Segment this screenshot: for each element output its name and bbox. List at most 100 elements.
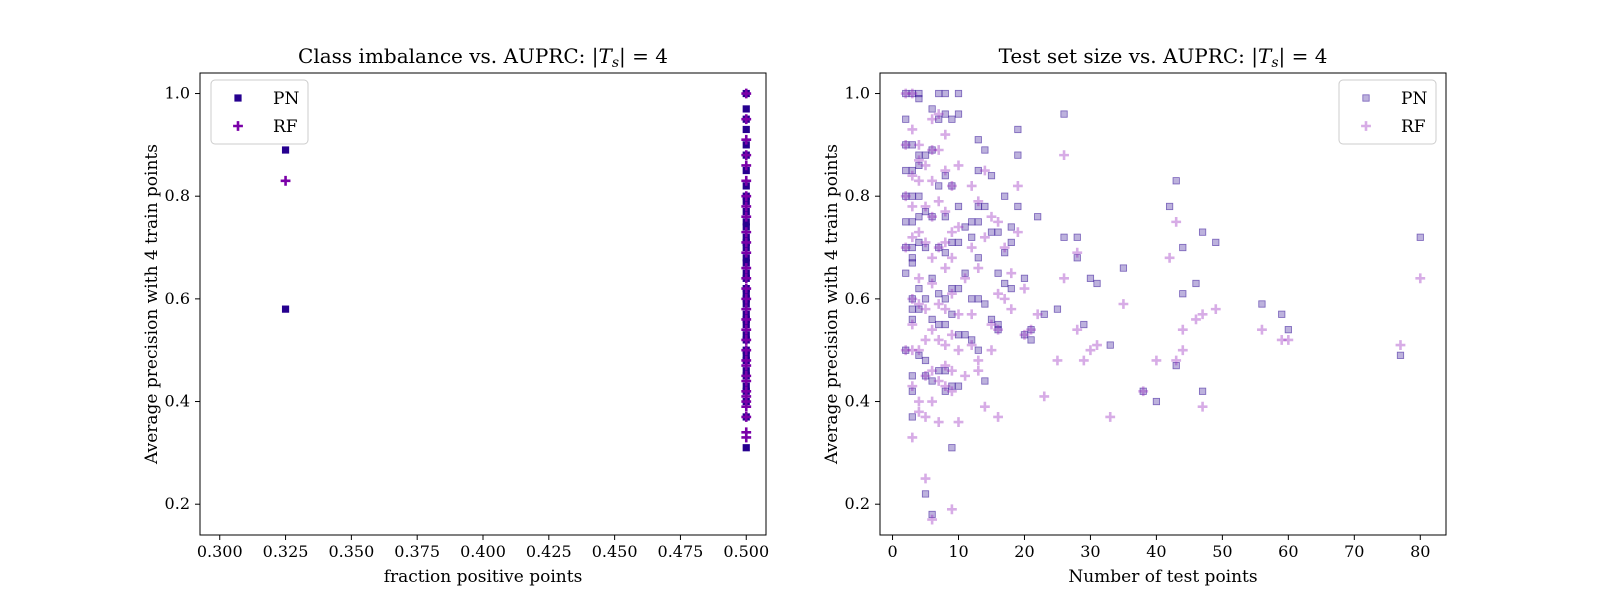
right-rf-point: [933, 335, 944, 345]
right-rf-point: [1197, 401, 1208, 412]
right-pn-point: [902, 218, 910, 226]
right-pn-point: [1073, 233, 1081, 241]
left-legend-label-rf: RF: [273, 117, 298, 137]
right-rf-point: [900, 191, 911, 202]
right-pn-point: [941, 295, 949, 303]
right-pn-point: [915, 213, 923, 221]
right-pn-point: [928, 146, 936, 154]
right-rf-point: [953, 417, 964, 427]
right-rf-point: [907, 170, 918, 181]
right-pn-point: [915, 284, 923, 293]
right-pn-point: [1014, 125, 1022, 134]
left-y-tick-label: 0.6: [165, 289, 190, 308]
right-rf-point: [986, 345, 997, 356]
right-pn-point: [1020, 274, 1029, 282]
right-pn-point: [921, 295, 930, 303]
right-rf-point: [907, 319, 918, 330]
right-rf-point: [940, 304, 951, 315]
right-plot-frame: [879, 72, 1447, 536]
right-legend-box: [1338, 79, 1437, 145]
right-pn-point: [908, 413, 916, 421]
left-x-tick-label: 0.400: [460, 542, 506, 561]
right-rf-point: [920, 412, 931, 422]
right-legend-marker-rf: [1361, 121, 1371, 131]
right-rf-point: [1012, 227, 1023, 238]
right-rf-point: [1072, 324, 1083, 335]
right-rf-point: [1072, 247, 1083, 258]
right-y-tick-label: 0.4: [845, 392, 870, 411]
title-math-rest: | = 4: [619, 44, 668, 69]
right-rf-point: [1197, 309, 1208, 320]
right-rf-point: [960, 273, 970, 284]
title-math-rest: | = 4: [1279, 44, 1328, 69]
right-rf-point: [953, 345, 964, 356]
right-rf-point: [1177, 324, 1188, 335]
right-rf-point: [953, 160, 964, 171]
left-legend-marker-rf: [233, 121, 243, 131]
left-legend-label-pn: PN: [273, 89, 299, 109]
right-chart-title: Test set size vs. AUPRC: |Ts| = 4: [999, 44, 1328, 71]
right-rf-point: [940, 237, 951, 248]
right-pn-point: [1165, 202, 1174, 211]
right-pn-point: [921, 356, 930, 365]
right-rf-point: [1257, 324, 1267, 335]
right-rf-point: [993, 324, 1003, 335]
right-pn-point: [981, 146, 989, 154]
right-pn-point: [974, 254, 982, 262]
right-rf-point: [907, 124, 918, 135]
right-rf-point: [933, 417, 944, 427]
right-pn-point: [941, 89, 949, 98]
right-rf-point: [986, 319, 997, 330]
right-pn-point: [935, 89, 943, 98]
right-rf-point: [1415, 273, 1426, 284]
right-rf-point: [953, 222, 964, 232]
right-pn-point: [1001, 279, 1009, 288]
left-y-tick-label: 0.2: [165, 494, 190, 513]
right-rf-point: [1138, 386, 1149, 397]
right-pn-point: [994, 326, 1002, 334]
right-pn-point: [915, 305, 923, 313]
right-pn-point: [1172, 177, 1180, 185]
right-pn-point: [908, 166, 916, 175]
right-pn-point: [1396, 351, 1405, 359]
right-rf-point: [993, 216, 1003, 227]
right-rf-point: [927, 324, 938, 335]
right-rf-point: [940, 381, 951, 392]
right-rf-point: [947, 252, 957, 263]
right-rf-point: [947, 181, 957, 191]
left-pn-point: [281, 146, 290, 154]
right-pn-point: [974, 166, 982, 175]
left-rf-point: [741, 412, 752, 422]
right-rf-point: [1032, 309, 1043, 320]
right-rf-point: [1177, 345, 1188, 356]
left-rf-point: [741, 114, 752, 125]
right-pn-point: [1278, 310, 1286, 318]
right-pn-point: [908, 372, 916, 380]
right-pn-point: [1020, 331, 1029, 339]
right-pn-point: [1007, 238, 1015, 246]
left-rf-point: [741, 160, 752, 171]
right-rf-point: [920, 201, 931, 212]
right-pn-point: [987, 315, 996, 324]
left-legend: PN RF: [210, 79, 309, 145]
right-x-tick-label: 10: [948, 542, 968, 561]
left-pn-point: [742, 444, 750, 452]
right-pn-point: [1139, 387, 1147, 395]
right-rf-point: [973, 196, 984, 207]
right-rf-point: [933, 109, 944, 119]
right-rf-point: [1078, 355, 1089, 366]
right-rf-point: [927, 278, 938, 289]
right-rf-point: [1118, 299, 1129, 309]
left-rf-point: [741, 237, 752, 248]
right-rf-point: [999, 293, 1010, 304]
left-rf-point: [741, 376, 752, 386]
right-pn-point: [974, 346, 982, 354]
right-rf-point: [966, 340, 977, 350]
left-x-tick-label: 0.300: [197, 542, 243, 561]
right-x-tick-label: 80: [1410, 542, 1430, 561]
right-rf-point: [1059, 273, 1069, 284]
left-rf-point: [741, 283, 752, 294]
right-rf-point: [907, 88, 918, 99]
left-rf-point: [741, 432, 752, 443]
right-pn-point: [902, 115, 910, 123]
